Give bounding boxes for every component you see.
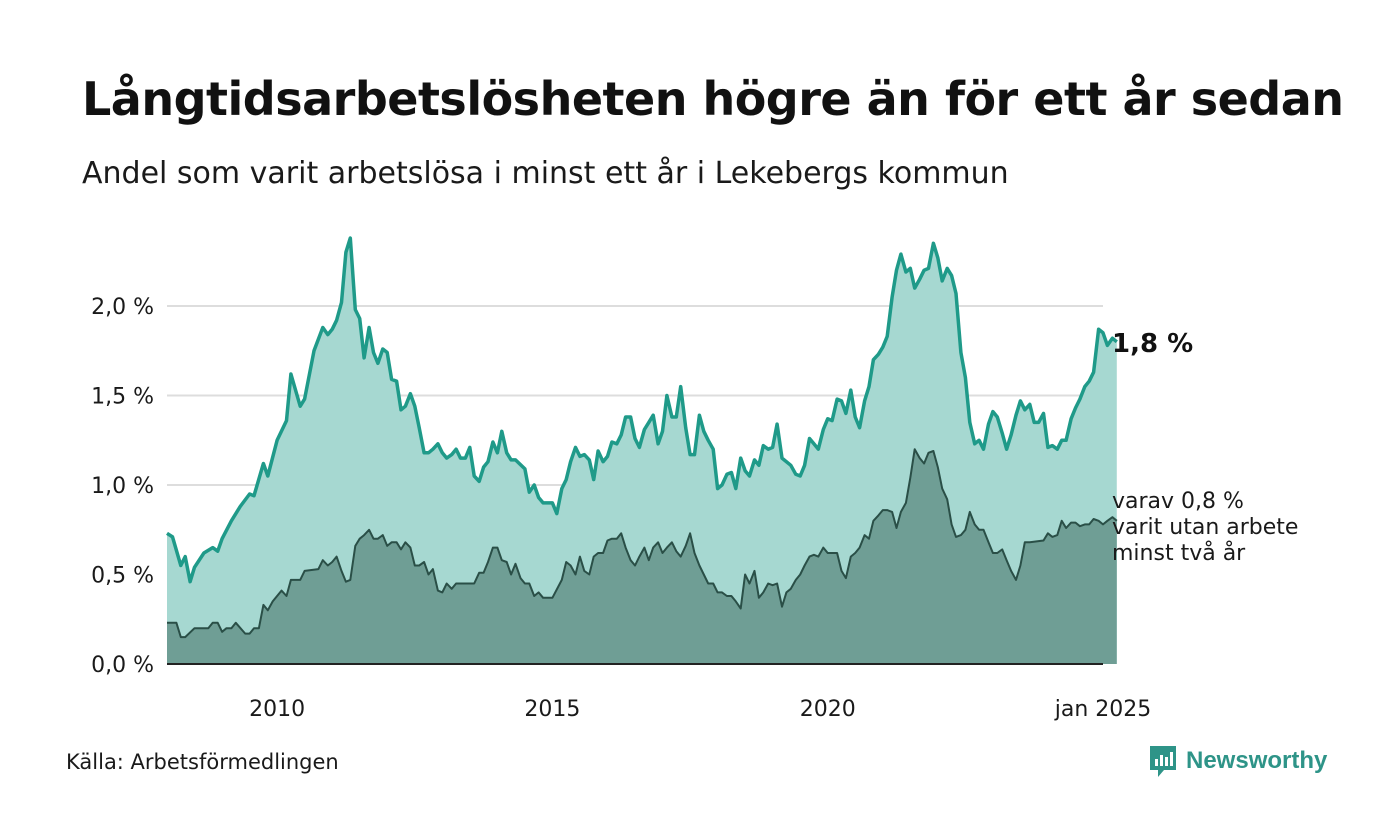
x-tick-label: 2015: [524, 697, 580, 722]
series-line-long-term: [166, 236, 1118, 584]
x-tick-label: jan 2025: [1054, 697, 1152, 722]
x-tick-label: 2020: [800, 697, 856, 722]
brand-logo: Newsworthy: [1148, 744, 1327, 778]
end-label-two-years-line: minst två år: [1112, 540, 1246, 566]
y-tick-label: 2,0 %: [91, 295, 154, 320]
y-tick-label: 0,5 %: [91, 564, 154, 589]
area-chart: 0,0 % 0,5 % 1,0 % 1,5 % 2,0 % 2010 2015 2020 jan…: [91, 236, 1298, 722]
chart-title: Långtidsarbetslösheten högre än för ett …: [82, 72, 1344, 126]
end-label-two-years-line: varav 0,8 %: [1112, 489, 1244, 514]
end-label-two-years-line: varit utan arbete: [1112, 515, 1298, 540]
source-note: Källa: Arbetsförmedlingen: [66, 750, 339, 774]
series-area-two-years: [167, 449, 1117, 664]
brand-name: Newsworthy: [1186, 747, 1328, 774]
end-label-long-term: 1,8 %: [1112, 329, 1193, 359]
series-line-two-years: [167, 448, 1118, 639]
y-tick-label: 0,0 %: [91, 653, 154, 678]
x-tick-label: 2010: [249, 697, 305, 722]
newsworthy-logo-icon: [1150, 746, 1176, 777]
y-tick-label: 1,0 %: [91, 474, 154, 499]
y-tick-label: 1,5 %: [91, 385, 154, 410]
chart-subtitle: Andel som varit arbetslösa i minst ett å…: [82, 156, 1009, 191]
